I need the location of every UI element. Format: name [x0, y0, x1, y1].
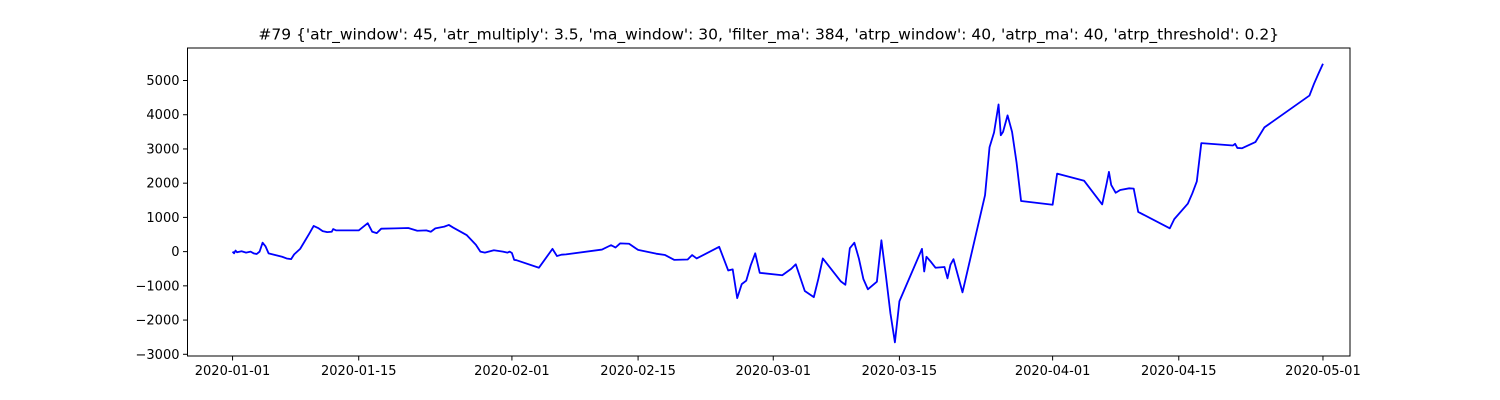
x-tick-label: 2020-04-01 — [1015, 364, 1091, 379]
y-tick-label: 3000 — [146, 142, 179, 157]
y-tick-label: −2000 — [136, 314, 180, 329]
x-axis: 2020-01-01 2020-01-15 2020-02-01 2020-02-15… — [195, 356, 1361, 379]
x-tick-label: 2020-05-01 — [1285, 364, 1361, 379]
series-line — [231, 63, 1324, 344]
x-tick-label: 2020-02-01 — [474, 364, 550, 379]
y-axis: −3000 −2000 −1000 0 1000 2000 3000 4000 5000 — [136, 74, 188, 363]
y-tick-label: −1000 — [136, 279, 180, 294]
y-tick-label: −3000 — [136, 348, 180, 363]
y-tick-label: 2000 — [146, 177, 179, 192]
y-tick-label: 4000 — [146, 108, 179, 123]
y-tick-label: 0 — [171, 245, 179, 260]
y-tick-label: 1000 — [146, 211, 179, 226]
y-tick-label: 5000 — [146, 74, 179, 89]
series-layer — [231, 63, 1324, 344]
x-tick-label: 2020-04-15 — [1141, 364, 1217, 379]
x-tick-label: 2020-01-01 — [195, 364, 271, 379]
x-tick-label: 2020-03-01 — [735, 364, 811, 379]
plot-frame — [187, 47, 1351, 357]
x-tick-label: 2020-02-15 — [600, 364, 676, 379]
x-tick-label: 2020-03-15 — [862, 364, 938, 379]
x-tick-label: 2020-01-15 — [321, 364, 397, 379]
plot-area — [187, 47, 1351, 357]
chart-title: #79 {'atr_window': 45, 'atr_multiply': 3… — [258, 26, 1279, 45]
